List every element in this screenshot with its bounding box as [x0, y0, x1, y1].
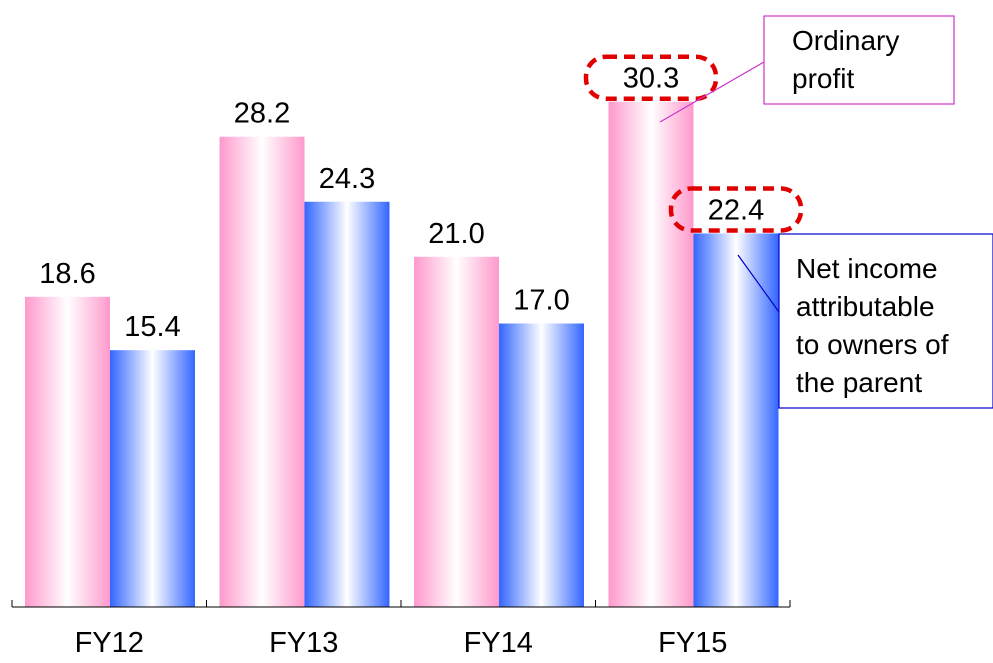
bar-s1-fy12 [110, 350, 195, 607]
callout-text-line: to owners of [796, 329, 949, 360]
callout-box [778, 233, 993, 409]
callout-text-line: Ordinary [792, 25, 899, 56]
value-label-s0-fy13: 28.2 [234, 98, 290, 130]
value-label-s0-fy15: 30.3 [623, 63, 679, 95]
value-label-s1-fy15: 22.4 [708, 194, 764, 226]
callout-leader-line [737, 254, 780, 313]
highlight-box-s1 [668, 186, 804, 233]
value-label-s1-fy13: 24.3 [319, 163, 375, 195]
x-tick-label-fy12: FY12 [75, 627, 144, 659]
callout-leader-line [659, 61, 765, 123]
value-label-s0-fy12: 18.6 [39, 258, 95, 290]
x-tick-label-fy13: FY13 [269, 627, 338, 659]
callout-text-line: the parent [796, 367, 922, 398]
bar-s0-fy13 [219, 136, 305, 608]
bar-s0-fy12 [25, 296, 110, 607]
bar-s0-fy15 [608, 101, 694, 607]
callout-box [763, 15, 955, 105]
bar-s1-fy15 [693, 233, 779, 607]
highlight-box-s0 [583, 54, 719, 101]
bar-s1-fy14 [499, 323, 584, 607]
bar-s1-fy13 [304, 201, 390, 607]
callout-text-line: Net income [796, 253, 938, 284]
callout-text-line: profit [792, 63, 854, 94]
bar-s0-fy14 [414, 256, 499, 607]
x-tick-label-fy15: FY15 [658, 627, 727, 659]
value-label-s1-fy12: 15.4 [124, 311, 180, 343]
bars-layer [25, 101, 779, 608]
value-labels: 18.6 15.4 28.2 24.3 21.0 17.0 30.3 22.4 [39, 63, 764, 343]
value-label-s0-fy14: 21.0 [428, 218, 484, 250]
value-label-s1-fy14: 17.0 [513, 285, 569, 317]
x-axis: FY12 FY13 FY14 FY15 [11, 600, 791, 659]
callout-text-line: attributable [796, 291, 935, 322]
callouts: Ordinary profit Net income attributable to o… [583, 15, 993, 409]
x-tick-label-fy14: FY14 [464, 627, 533, 659]
